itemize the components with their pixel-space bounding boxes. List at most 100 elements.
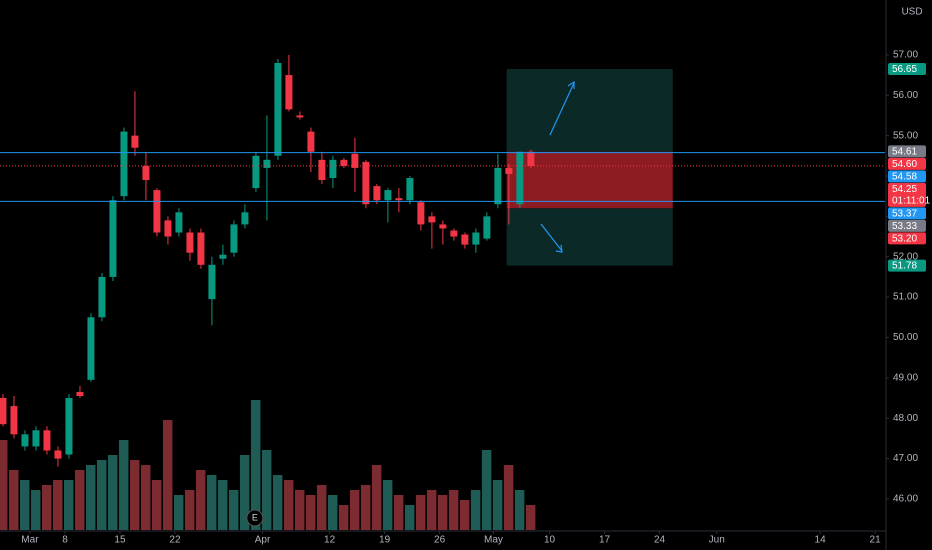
x-tick-label: 19 (379, 535, 391, 546)
candle-body (296, 115, 304, 118)
volume-bar (272, 475, 283, 530)
volume-bar (85, 465, 96, 530)
candle-body (76, 391, 84, 396)
price-label: 54.58 (892, 172, 917, 183)
x-tick-label: Apr (255, 535, 271, 546)
earnings-marker (246, 509, 264, 527)
y-tick-label: 57.00 (893, 50, 918, 61)
candle-body (54, 450, 62, 459)
candle-body (450, 230, 458, 237)
candle-body (219, 254, 227, 259)
price-label: 53.37 (892, 209, 917, 220)
volume-bar (118, 440, 129, 530)
candle-body (318, 159, 326, 181)
price-label-bg (888, 170, 926, 183)
arrow-up (549, 82, 575, 136)
volume-bar (63, 480, 74, 530)
candle-body (527, 151, 535, 166)
y-tick-label: 46.00 (893, 494, 918, 505)
volume-bar (41, 485, 52, 530)
x-tick-label: 12 (324, 535, 336, 546)
candle-body (164, 220, 172, 237)
price-label: 53.20 (892, 234, 917, 245)
candle-body (516, 151, 524, 205)
candle-body (131, 135, 139, 148)
volume-bar (184, 490, 195, 530)
candle-body (461, 234, 469, 245)
volume-bar (294, 490, 305, 530)
volume-bar (426, 490, 437, 530)
volume-bar (448, 490, 459, 530)
volume-bar (492, 480, 503, 530)
candle-body (285, 75, 293, 110)
arrow-down (540, 223, 563, 252)
volume-bar (107, 455, 118, 530)
volume-bar (206, 475, 217, 530)
candle-body (142, 165, 150, 181)
y-tick-label: 56.00 (893, 90, 918, 101)
volume-bar (316, 485, 327, 530)
x-tick-label: 26 (434, 535, 446, 546)
candle-body (263, 159, 271, 168)
volume-bar (503, 465, 514, 530)
candle-body (351, 153, 359, 168)
volume-bar (30, 490, 41, 530)
candle-body (65, 398, 73, 455)
price-label-bg (888, 259, 926, 272)
price-label-bg (888, 145, 926, 158)
candle-body (43, 430, 51, 451)
price-label: 51.78 (892, 261, 917, 272)
y-tick-label: 51.00 (893, 292, 918, 303)
price-label: 54.61 (892, 147, 917, 158)
candle-body (329, 159, 337, 179)
candle-body (417, 202, 425, 225)
x-tick-label: 10 (544, 535, 556, 546)
volume-bar (8, 470, 19, 530)
x-tick-label: 17 (599, 535, 611, 546)
candle-body (230, 224, 238, 253)
volume-bar (415, 495, 426, 530)
candle-body (32, 430, 40, 447)
volume-bar (525, 505, 536, 530)
candle-body (362, 161, 370, 205)
volume-bar (338, 505, 349, 530)
x-tick-label: Mar (21, 535, 39, 546)
candle-body (175, 212, 183, 233)
price-label-bg (888, 219, 926, 232)
volume-bar (305, 495, 316, 530)
volume-bar (19, 480, 30, 530)
candle-body (373, 186, 381, 201)
price-label: 56.65 (892, 64, 917, 75)
x-tick-label: 24 (654, 535, 666, 546)
price-label-bg (888, 232, 926, 245)
y-tick-label: 55.00 (893, 130, 918, 141)
candle-body (384, 190, 392, 201)
volume-bar (195, 470, 206, 530)
volume-bar (404, 505, 415, 530)
x-tick-label: May (484, 535, 503, 546)
volume-bar (52, 480, 63, 530)
y-tick-label: 49.00 (893, 372, 918, 383)
volume-bar (360, 485, 371, 530)
arrow-head (567, 80, 575, 89)
volume-bar (239, 455, 250, 530)
x-tick-label: 22 (169, 535, 181, 546)
earnings-label: E (252, 512, 258, 522)
volume-bar (96, 460, 107, 530)
candle-body (395, 198, 403, 201)
x-tick-label: 21 (870, 535, 882, 546)
price-label-bg (888, 182, 926, 207)
candle-body (21, 434, 29, 447)
y-tick-label: 52.00 (893, 251, 918, 262)
volume-bar (217, 480, 228, 530)
volume-bar (393, 495, 404, 530)
candle-body (197, 232, 205, 265)
x-tick-label: 15 (114, 535, 126, 546)
volume-bar (349, 490, 360, 530)
candle-body (494, 167, 502, 205)
candle-body (186, 232, 194, 253)
x-tick-label: Jun (709, 535, 725, 546)
volume-bar (382, 480, 393, 530)
volume-bar (437, 495, 448, 530)
price-label-bg (888, 157, 926, 170)
